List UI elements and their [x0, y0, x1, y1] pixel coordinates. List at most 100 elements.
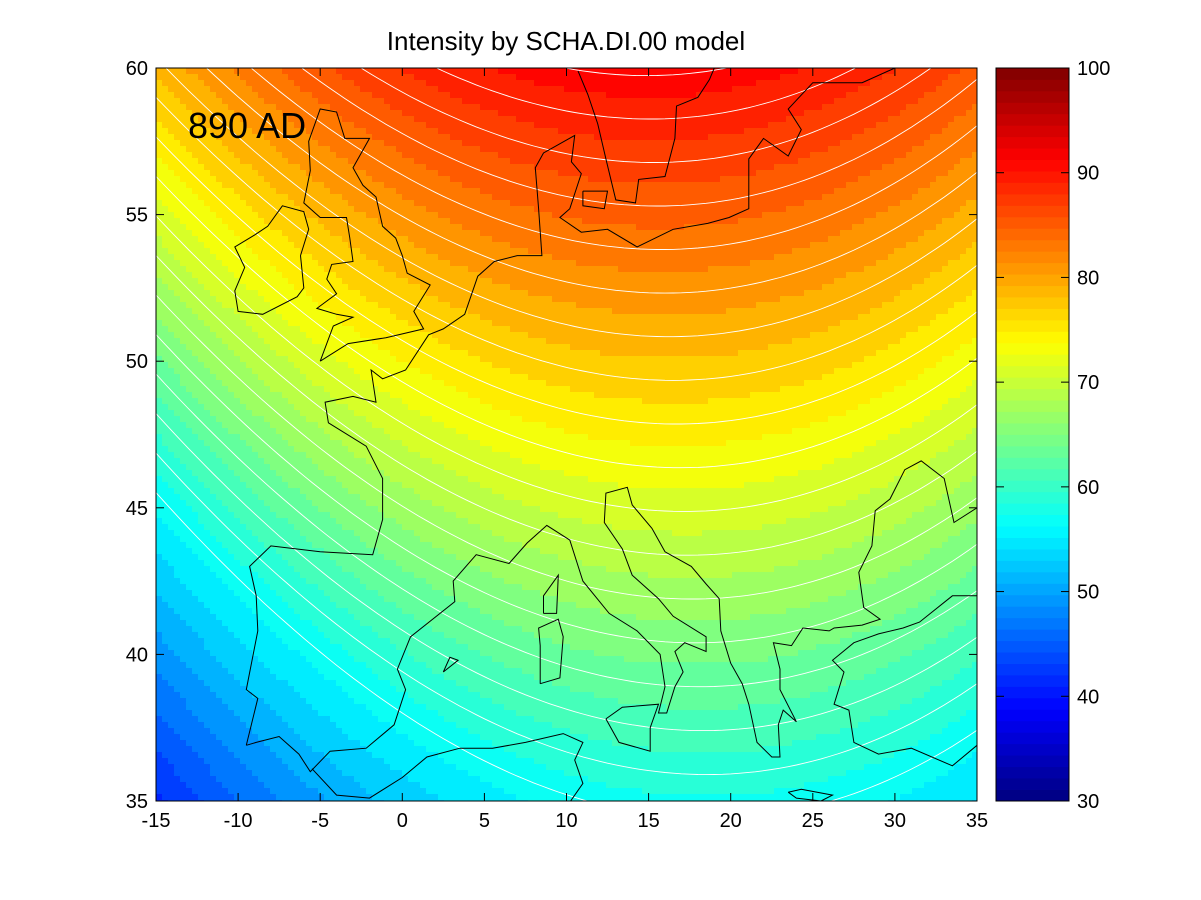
- field-cell: [588, 80, 595, 87]
- field-cell: [414, 236, 421, 243]
- field-cell: [792, 194, 799, 201]
- field-cell: [714, 272, 721, 279]
- field-cell: [972, 116, 977, 123]
- field-cell: [648, 104, 655, 111]
- field-cell: [804, 146, 811, 153]
- field-cell: [432, 254, 439, 261]
- field-cell: [756, 74, 763, 81]
- field-cell: [282, 200, 289, 207]
- field-cell: [402, 260, 409, 267]
- field-cell: [432, 86, 439, 93]
- field-cell: [942, 248, 949, 255]
- field-cell: [738, 86, 745, 93]
- field-cell: [774, 266, 781, 273]
- field-cell: [918, 188, 925, 195]
- field-cell: [774, 176, 781, 183]
- field-cell: [186, 92, 193, 99]
- field-cell: [204, 146, 211, 153]
- field-cell: [342, 86, 349, 93]
- field-cell: [546, 224, 553, 231]
- field-cell: [264, 236, 271, 243]
- field-cell: [672, 182, 679, 189]
- field-cell: [552, 224, 559, 231]
- field-cell: [612, 206, 619, 213]
- field-cell: [438, 140, 445, 147]
- field-cell: [570, 206, 577, 213]
- field-cell: [954, 68, 961, 75]
- field-cell: [174, 278, 181, 285]
- field-cell: [162, 110, 169, 117]
- field-cell: [330, 164, 337, 171]
- field-cell: [276, 224, 283, 231]
- field-cell: [732, 140, 739, 147]
- field-cell: [378, 158, 385, 165]
- field-cell: [864, 218, 871, 225]
- field-cell: [510, 116, 517, 123]
- field-cell: [924, 218, 931, 225]
- field-cell: [414, 194, 421, 201]
- field-cell: [888, 266, 895, 273]
- field-cell: [348, 98, 355, 105]
- field-cell: [552, 164, 559, 171]
- field-cell: [186, 74, 193, 81]
- field-cell: [672, 158, 679, 165]
- field-cell: [204, 218, 211, 225]
- field-cell: [870, 80, 877, 87]
- field-cell: [624, 86, 631, 93]
- field-cell: [870, 194, 877, 201]
- field-cell: [168, 176, 175, 183]
- field-cell: [774, 164, 781, 171]
- field-cell: [630, 68, 637, 75]
- field-cell: [594, 242, 601, 249]
- field-cell: [648, 218, 655, 225]
- field-cell: [396, 224, 403, 231]
- field-cell: [552, 182, 559, 189]
- field-cell: [714, 86, 721, 93]
- field-cell: [876, 248, 883, 255]
- field-cell: [678, 134, 685, 141]
- field-cell: [564, 158, 571, 165]
- field-cell: [966, 164, 973, 171]
- field-cell: [822, 212, 829, 219]
- field-cell: [168, 212, 175, 219]
- field-cell: [450, 284, 457, 291]
- field-cell: [924, 98, 931, 105]
- field-cell: [204, 272, 211, 279]
- field-cell: [354, 206, 361, 213]
- field-cell: [474, 164, 481, 171]
- field-cell: [234, 254, 241, 261]
- field-cell: [552, 260, 559, 267]
- field-cell: [684, 122, 691, 129]
- field-cell: [312, 254, 319, 261]
- field-cell: [534, 182, 541, 189]
- field-cell: [552, 272, 559, 279]
- field-cell: [558, 236, 565, 243]
- field-cell: [696, 248, 703, 255]
- field-cell: [486, 182, 493, 189]
- field-cell: [390, 146, 397, 153]
- field-cell: [696, 146, 703, 153]
- field-cell: [396, 128, 403, 135]
- field-cell: [306, 278, 313, 285]
- field-cell: [900, 104, 907, 111]
- field-cell: [576, 104, 583, 111]
- field-cell: [294, 152, 301, 159]
- field-cell: [552, 152, 559, 159]
- field-cell: [162, 260, 169, 267]
- field-cell: [816, 122, 823, 129]
- field-cell: [558, 104, 565, 111]
- field-cell: [840, 164, 847, 171]
- field-cell: [780, 110, 787, 117]
- field-cell: [156, 254, 163, 261]
- field-cell: [564, 254, 571, 261]
- field-cell: [360, 188, 367, 195]
- field-cell: [570, 134, 577, 141]
- field-cell: [774, 194, 781, 201]
- field-cell: [864, 164, 871, 171]
- field-cell: [660, 206, 667, 213]
- field-cell: [156, 140, 163, 147]
- field-cell: [864, 230, 871, 237]
- field-cell: [924, 110, 931, 117]
- field-cell: [612, 200, 619, 207]
- field-cell: [624, 122, 631, 129]
